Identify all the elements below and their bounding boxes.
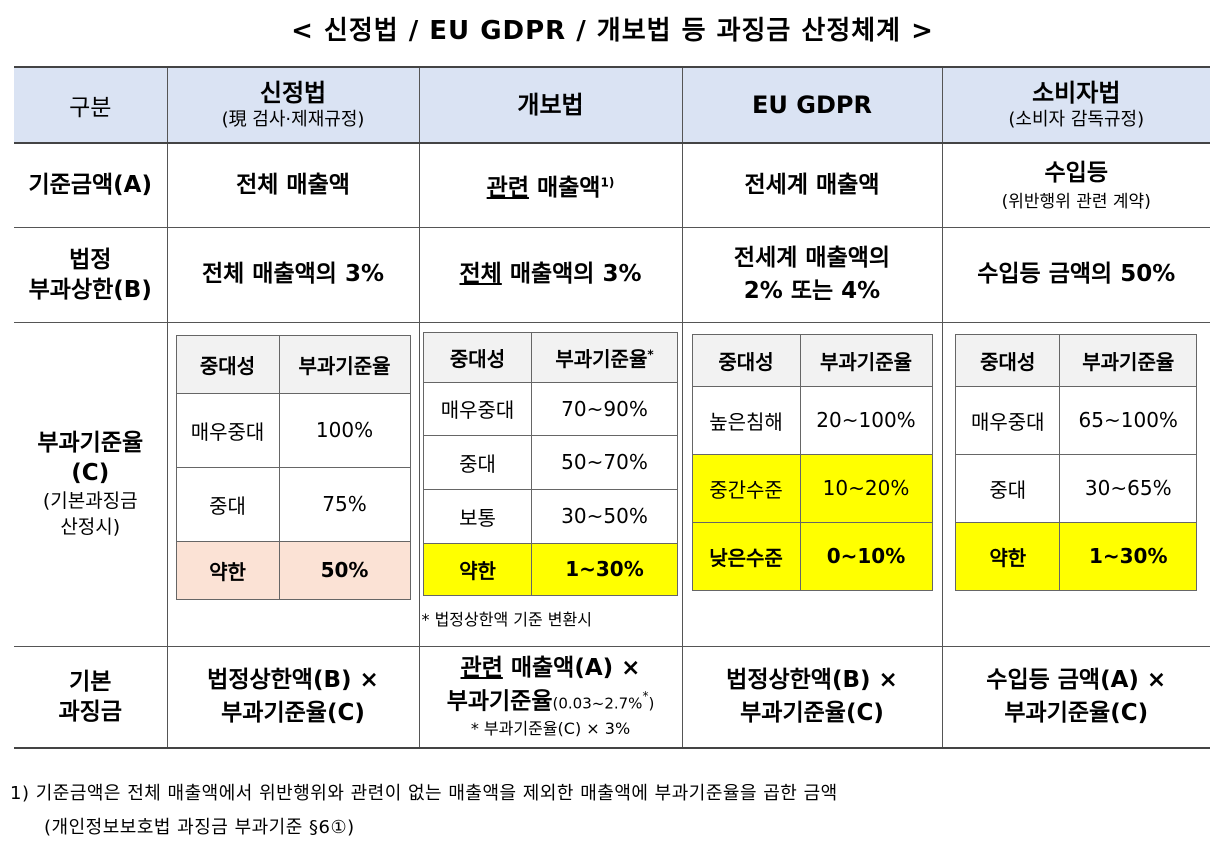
cell: 중대성 부과기준율 매우중대 100% 중대 75% 약한 50%	[166, 321, 420, 647]
row-label: 기준금액(A)	[14, 142, 168, 228]
cell: 전체 매출액의 3%	[418, 226, 683, 323]
rate-note: * 법정상한액 기준 변환시	[421, 609, 592, 629]
header-category: 구분	[14, 66, 168, 144]
row-label: 법정 부과상한(B)	[14, 226, 168, 323]
header-col3: EU GDPR	[681, 66, 943, 144]
cell: 전체 매출액의 3%	[166, 226, 420, 323]
header-row: 구분 신정법 (現 검사·제재규정) 개보법 EU GDPR 소비자법 (소비자…	[14, 66, 1210, 144]
header-col4: 소비자법 (소비자 감독규정)	[941, 66, 1210, 144]
cell: 전세계 매출액	[681, 142, 943, 228]
cell: 중대성 부과기준율 높은침해 20~100% 중간수준 10~20% 낮은수준 0~10…	[681, 321, 943, 647]
cell: 수입등 금액의 50%	[941, 226, 1210, 323]
row-label: 기본 과징금	[14, 645, 168, 749]
cell: 전세계 매출액의 2% 또는 4%	[681, 226, 943, 323]
comparison-table: 구분 신정법 (現 검사·제재규정) 개보법 EU GDPR 소비자법 (소비자…	[14, 66, 1210, 749]
cell: 수입등 (위반행위 관련 계약)	[941, 142, 1210, 228]
cell: 중대성 부과기준율* 매우중대 70~90% 중대 50~70% 보통 30~50% 약…	[418, 321, 683, 647]
row-rate: 부과기준율 (C) (기본과징금 산정시) 중대성 부과기준율 매우중대 100% …	[14, 321, 1210, 647]
row-legal-limit: 법정 부과상한(B) 전체 매출액의 3% 전체 매출액의 3% 전세계 매출액…	[14, 226, 1210, 323]
row-label: 부과기준율 (C) (기본과징금 산정시)	[14, 321, 168, 647]
rate-table-col3: 중대성 부과기준율 높은침해 20~100% 중간수준 10~20% 낮은수준 0~10…	[691, 333, 933, 591]
rate-table-col1: 중대성 부과기준율 매우중대 100% 중대 75% 약한 50%	[175, 334, 411, 600]
header-col2: 개보법	[418, 66, 683, 144]
cell: 중대성 부과기준율 매우중대 65~100% 중대 30~65% 약한 1~30%	[941, 321, 1210, 647]
footnote: 1) 기준금액은 전체 매출액에서 위반행위와 관련이 없는 매출액을 제외한 …	[10, 783, 838, 838]
cell: 법정상한액(B) × 부과기준율(C)	[166, 645, 420, 749]
cell: 관련 매출액(A) × 부과기준율(0.03~2.7%*) * 부과기준율(C)…	[418, 645, 683, 749]
cell: 관련 매출액1)	[418, 142, 683, 228]
row-base-amount: 기준금액(A) 전체 매출액 관련 매출액1) 전세계 매출액 수입등 (위반행…	[14, 142, 1210, 228]
header-col1: 신정법 (現 검사·제재규정)	[166, 66, 420, 144]
page-title: < 신정법 / EU GDPR / 개보법 등 과징금 산정체계 >	[291, 16, 934, 46]
rate-table-col4: 중대성 부과기준율 매우중대 65~100% 중대 30~65% 약한 1~30%	[955, 333, 1198, 591]
row-basic-fine: 기본 과징금 법정상한액(B) × 부과기준율(C) 관련 매출액(A) × 부…	[14, 645, 1210, 749]
rate-table-col2: 중대성 부과기준율* 매우중대 70~90% 중대 50~70% 보통 30~50% 약…	[423, 331, 678, 596]
cell: 수입등 금액(A) × 부과기준율(C)	[941, 645, 1210, 749]
cell: 전체 매출액	[166, 142, 420, 228]
cell: 법정상한액(B) × 부과기준율(C)	[681, 645, 943, 749]
